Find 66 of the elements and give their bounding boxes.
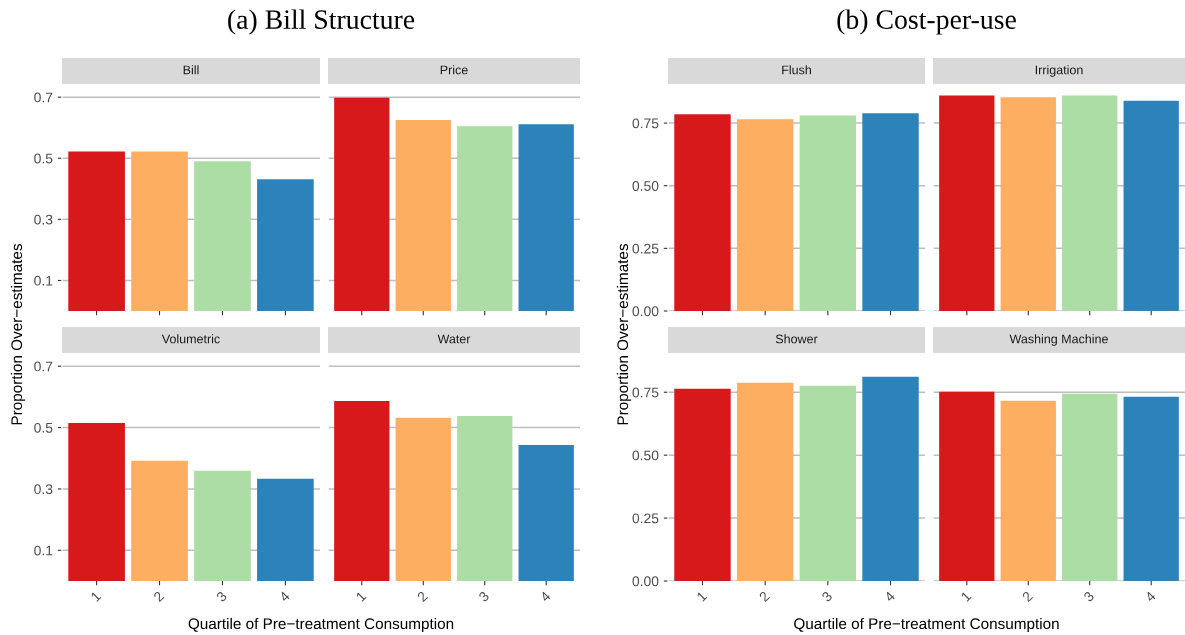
bar — [131, 151, 188, 311]
y-tick-label: 0.00 — [632, 576, 659, 587]
y-axis-title: Proportion Over−estimates — [10, 243, 26, 425]
bar — [194, 470, 251, 581]
chart-title: Volumetric — [161, 334, 220, 344]
x-tick-label: 4 — [883, 590, 896, 603]
x-tick-label: 3 — [1083, 590, 1095, 603]
chart-title: Shower — [775, 334, 818, 344]
x-tick-label: 4 — [539, 590, 552, 603]
x-tick-label: 1 — [696, 590, 708, 602]
y-tick-label: 0.50 — [632, 181, 659, 191]
x-tick-label: 1 — [90, 590, 102, 602]
bar — [862, 113, 919, 311]
y-tick-label: 0.50 — [632, 450, 659, 461]
x-tick-label: 2 — [152, 590, 165, 603]
y-tick-label: 0.25 — [632, 513, 659, 524]
chart-title: Price — [440, 65, 468, 75]
bar — [736, 382, 794, 581]
bar — [68, 151, 125, 311]
y-tick-label: 0.3 — [34, 214, 53, 225]
y-axis-title: Proportion Over−estimates — [616, 243, 632, 425]
text: (b) Cost-per-use — [837, 9, 1016, 35]
y-tick-label: 0.1 — [34, 545, 53, 556]
x-tick-label: 1 — [355, 590, 367, 602]
x-tick-label: 2 — [1021, 590, 1034, 603]
bar — [799, 385, 857, 581]
x-tick-label: 3 — [215, 590, 228, 603]
bar — [1123, 396, 1179, 581]
y-tick-label: 0.7 — [34, 92, 53, 103]
y-tick-label: 0.00 — [632, 306, 659, 317]
bar — [1062, 393, 1118, 581]
bar — [674, 388, 731, 581]
x-tick-label: 2 — [416, 590, 429, 603]
bar — [674, 114, 731, 311]
bar — [736, 119, 794, 311]
bar — [799, 115, 857, 311]
bar — [131, 460, 188, 581]
bar — [257, 478, 314, 581]
bar — [257, 179, 314, 311]
x-axis-title: Quartile of Pre−treatment Consumption — [188, 617, 454, 633]
x-tick-label: 3 — [478, 590, 490, 603]
x-tick-label: 1 — [960, 590, 972, 602]
chart-title: Washing Machine — [1009, 334, 1108, 346]
y-tick-label: 0.7 — [34, 361, 53, 372]
x-tick-label: 3 — [821, 590, 833, 603]
bar — [1000, 400, 1056, 581]
y-tick-label: 0.75 — [632, 387, 659, 398]
bar — [68, 422, 125, 581]
y-tick-label: 0.75 — [632, 118, 659, 129]
chart-title: Water — [437, 334, 471, 344]
chart-title: Irrigation — [1035, 65, 1083, 77]
bar — [194, 161, 251, 311]
x-tick-label: 4 — [278, 590, 291, 603]
x-tick-label: 4 — [1144, 590, 1157, 603]
text: (a) Bill Structure — [228, 9, 415, 35]
x-axis-title: Quartile of Pre−treatment Consumption — [794, 617, 1059, 633]
chart-title: Bill — [183, 65, 199, 75]
x-tick-label: 2 — [758, 590, 770, 603]
bar — [862, 376, 919, 581]
bar — [939, 391, 995, 581]
y-tick-label: 0.3 — [34, 484, 53, 495]
y-tick-label: 0.1 — [34, 275, 53, 286]
y-tick-label: 0.5 — [34, 422, 53, 433]
y-tick-label: 0.5 — [34, 153, 53, 164]
chart-title: Flush — [782, 65, 811, 75]
y-tick-label: 0.25 — [632, 243, 659, 254]
